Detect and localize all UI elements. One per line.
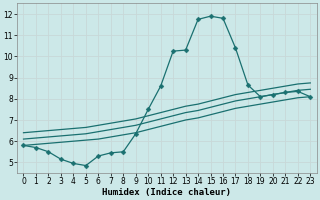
X-axis label: Humidex (Indice chaleur): Humidex (Indice chaleur): [102, 188, 231, 197]
